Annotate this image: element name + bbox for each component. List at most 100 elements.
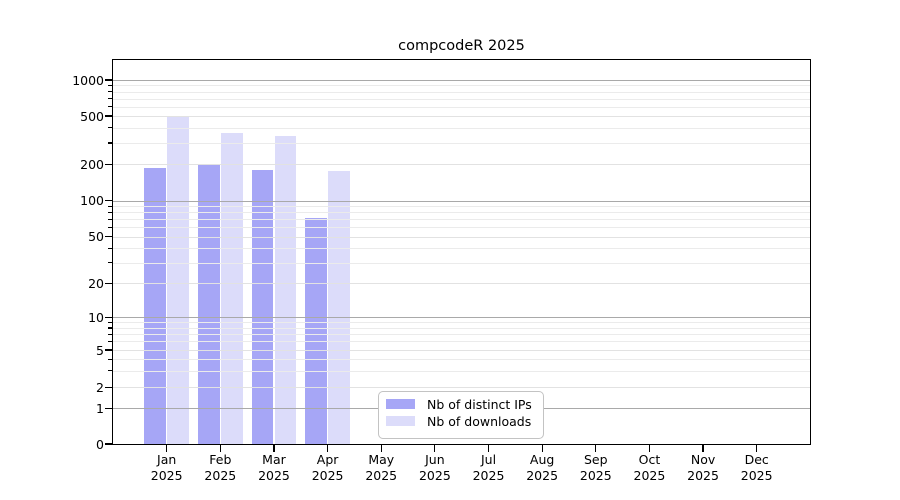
x-tick-year: 2025 <box>633 468 666 483</box>
x-axis-tick <box>756 445 758 452</box>
y-tick-label: 1 <box>96 400 104 416</box>
x-tick-month: Oct <box>638 452 661 467</box>
gridline-minor <box>113 327 810 329</box>
gridline <box>113 236 810 238</box>
x-axis-tick <box>380 445 382 452</box>
y-axis-minor-tick <box>108 358 112 360</box>
y-tick-label: 10 <box>88 309 104 325</box>
legend-item-downloads: Nb of downloads <box>386 414 543 429</box>
x-tick-year: 2025 <box>526 468 559 483</box>
x-axis-tick <box>487 445 490 452</box>
y-axis-minor-tick <box>108 142 112 144</box>
legend-swatch-downloads <box>386 415 415 427</box>
gridline <box>113 283 810 285</box>
y-axis-tick <box>105 386 112 388</box>
y-axis-minor-tick <box>108 226 112 228</box>
x-tick-year: 2025 <box>204 468 237 483</box>
y-axis-minor-tick <box>108 327 112 329</box>
x-tick-month: May <box>368 452 395 467</box>
y-tick-label: 1000 <box>72 72 104 88</box>
y-axis-minor-tick <box>108 91 112 93</box>
y-axis-tick <box>105 200 112 202</box>
x-axis-tick <box>541 445 543 452</box>
x-tick-month: Jan <box>157 452 177 467</box>
y-axis-minor-tick <box>108 205 112 207</box>
x-tick-label-jun: Jun 2025 <box>400 452 470 484</box>
y-axis-minor-tick <box>108 321 112 323</box>
gridline-major <box>113 200 810 202</box>
x-tick-label-apr: Apr 2025 <box>293 452 363 484</box>
x-axis-tick <box>219 445 221 452</box>
gridline-minor <box>113 127 810 129</box>
x-tick-month: Feb <box>209 452 232 467</box>
gridline-minor <box>113 248 810 250</box>
y-axis-minor-tick <box>108 84 112 87</box>
gridline-major <box>113 317 810 319</box>
gridline-major <box>113 80 810 81</box>
x-tick-month: Mar <box>262 452 286 467</box>
bar-downloads-mar <box>274 136 297 444</box>
y-axis-minor-tick <box>108 333 112 335</box>
legend-swatch-distinct-ips <box>386 398 415 410</box>
x-tick-label-may: May 2025 <box>346 452 416 484</box>
x-tick-year: 2025 <box>258 468 290 483</box>
gridline-minor <box>113 85 810 87</box>
y-axis-minor-tick <box>108 340 112 343</box>
x-tick-month: Nov <box>690 452 716 467</box>
y-axis-minor-tick <box>108 98 112 100</box>
gridline-minor <box>113 322 810 324</box>
x-tick-month: Sep <box>584 452 608 467</box>
x-tick-label-jan: Jan 2025 <box>132 452 202 484</box>
y-axis-tick <box>105 443 112 445</box>
y-tick-label: 0 <box>96 436 104 452</box>
x-tick-year: 2025 <box>579 468 612 483</box>
gridline-minor <box>113 142 810 144</box>
gridline <box>113 350 810 351</box>
x-axis-tick <box>327 445 329 452</box>
gridline-minor <box>113 212 810 214</box>
y-axis-minor-tick <box>108 211 112 213</box>
y-axis-minor-tick <box>108 262 112 264</box>
x-axis-tick <box>702 445 704 452</box>
gridline <box>113 387 810 389</box>
y-axis-tick <box>105 282 112 284</box>
y-axis-minor-tick <box>108 127 112 129</box>
x-tick-label-dec: Dec 2025 <box>722 452 792 484</box>
gridline-minor <box>113 98 810 100</box>
y-tick-label: 200 <box>80 156 104 172</box>
x-tick-label-sep: Sep 2025 <box>561 452 631 484</box>
bar-distinct-ips-mar <box>251 170 274 444</box>
legend: Nb of distinct IPs Nb of downloads <box>378 391 544 439</box>
bar-downloads-apr <box>328 171 351 444</box>
gridline-minor <box>113 91 810 93</box>
x-tick-year: 2025 <box>311 468 344 483</box>
gridline <box>113 164 810 166</box>
legend-item-distinct-ips: Nb of distinct IPs <box>386 396 543 412</box>
plot-area <box>112 59 811 445</box>
gridline-minor <box>113 106 810 108</box>
y-axis-tick <box>105 236 112 238</box>
gridline-minor <box>113 219 810 221</box>
y-axis-tick <box>105 316 112 318</box>
gridline <box>113 116 810 117</box>
bar-downloads-feb <box>221 133 243 444</box>
y-axis-minor-tick <box>108 370 112 372</box>
gridline-minor <box>113 227 810 229</box>
x-tick-label-nov: Nov 2025 <box>668 452 738 484</box>
x-tick-year: 2025 <box>687 468 719 483</box>
x-axis-tick <box>434 445 436 452</box>
gridline-minor <box>113 341 810 343</box>
x-axis-tick <box>595 445 597 452</box>
y-tick-label: 50 <box>88 229 104 245</box>
legend-label-distinct-ips: Nb of distinct IPs <box>427 396 532 412</box>
x-tick-month: Aug <box>529 452 555 467</box>
gridline-minor <box>113 370 810 372</box>
gridline-minor <box>113 206 810 208</box>
x-tick-year: 2025 <box>365 468 398 483</box>
bar-downloads-jan <box>167 117 190 444</box>
y-tick-label: 20 <box>88 275 104 291</box>
x-tick-year: 2025 <box>472 468 505 483</box>
y-axis-tick <box>105 115 112 117</box>
gridline-minor <box>113 359 810 361</box>
